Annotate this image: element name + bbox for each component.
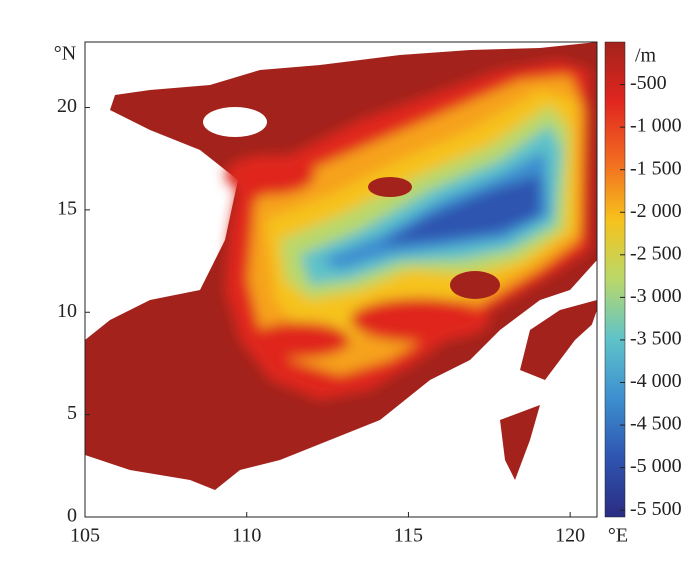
y-tick-label: 0: [67, 505, 77, 527]
colorbar-tick-label: -2 000: [630, 200, 682, 222]
y-tick-label: 10: [57, 300, 77, 322]
x-unit: °E: [608, 525, 628, 547]
y-tick-label: 5: [67, 402, 77, 424]
colorbar-tick-label: -3 000: [630, 285, 682, 307]
bathymetry-map: [85, 42, 597, 517]
y-tick-label: 15: [57, 197, 77, 219]
colorbar-tick-label: -4 000: [630, 370, 682, 392]
y-tick-label: 20: [57, 95, 77, 117]
plot-frame: [84, 41, 598, 518]
colorbar-tick-label: -1 500: [630, 157, 682, 179]
colorbar-tick-label: -5 500: [630, 498, 682, 520]
colorbar-tick-label: -4 500: [630, 413, 682, 435]
colorbar-tick-label: -5 000: [630, 455, 682, 477]
colorbar-tick-label: -500: [630, 72, 667, 94]
colorbar-tick-label: -3 500: [630, 328, 682, 350]
x-tick-label: 110: [232, 525, 261, 547]
x-tick-label: 120: [555, 525, 585, 547]
x-tick-label: 115: [394, 525, 423, 547]
colorbar-unit: /m: [635, 45, 657, 67]
colorbar-tick-label: -1 000: [630, 115, 682, 137]
colorbar-tick-label: -2 500: [630, 242, 682, 264]
x-tick-label: 105: [70, 525, 100, 547]
y-unit: °N: [54, 43, 76, 65]
colorbar: [604, 41, 626, 518]
